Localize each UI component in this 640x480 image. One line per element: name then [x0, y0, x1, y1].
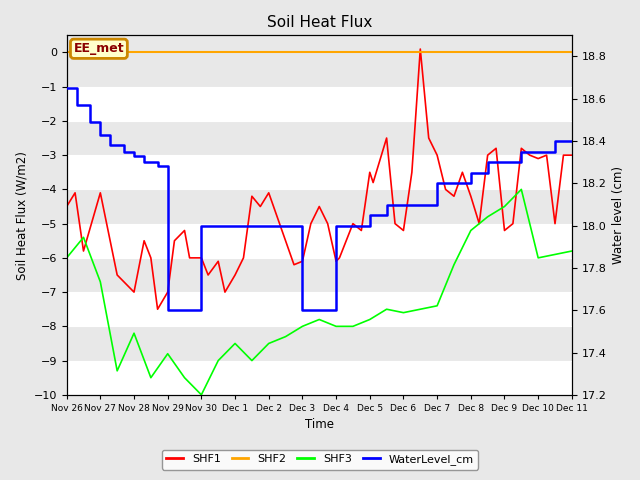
Bar	[67, 155, 572, 190]
Bar	[67, 224, 572, 258]
Bar	[67, 190, 572, 224]
Y-axis label: Soil Heat Flux (W/m2): Soil Heat Flux (W/m2)	[15, 151, 28, 279]
Text: EE_met: EE_met	[74, 42, 124, 55]
Bar	[67, 258, 572, 292]
Bar	[67, 87, 572, 121]
Bar	[67, 292, 572, 326]
Y-axis label: Water level (cm): Water level (cm)	[612, 166, 625, 264]
Title: Soil Heat Flux: Soil Heat Flux	[267, 15, 372, 30]
Bar	[67, 52, 572, 87]
X-axis label: Time: Time	[305, 419, 333, 432]
Bar	[67, 326, 572, 360]
Bar	[67, 360, 572, 395]
Bar	[67, 121, 572, 155]
Legend: SHF1, SHF2, SHF3, WaterLevel_cm: SHF1, SHF2, SHF3, WaterLevel_cm	[162, 450, 478, 469]
